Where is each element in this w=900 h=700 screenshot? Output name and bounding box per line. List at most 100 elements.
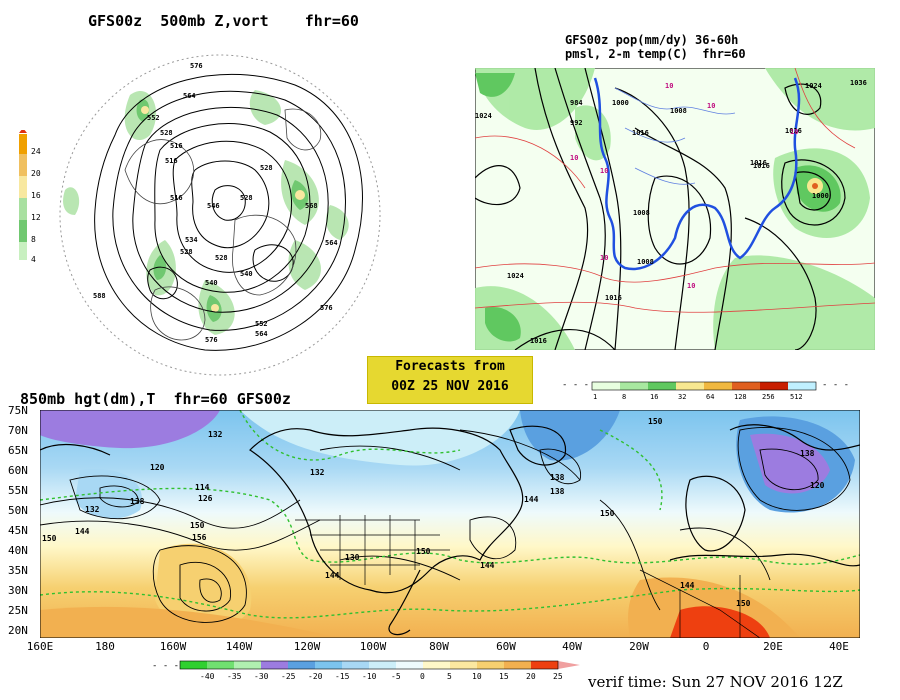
temp-swatch	[450, 661, 477, 669]
contour-label: 138	[550, 473, 565, 482]
contour-label: 576	[190, 62, 203, 70]
isobars	[475, 68, 846, 350]
isobar-label: 1016	[605, 294, 622, 302]
temp-colorbar-arrow	[558, 661, 580, 669]
vort-colorbar-swatch	[19, 220, 27, 242]
vort-colorbar-swatch	[19, 198, 27, 220]
isobar-label-group: 984 992 1024 1000 1008 1016 1024 1008 10…	[475, 79, 867, 345]
isobar-label: 1008	[633, 209, 650, 217]
freezing-line	[593, 77, 801, 271]
panel-pmsl-title-1: GFS00z pop(mm/dy) 36-60h	[565, 33, 739, 47]
contour-label: 528	[260, 164, 273, 172]
precip-tick: 64	[706, 393, 714, 401]
map-850mb: 132 120 132 138 114 126 132 150 156 144 …	[40, 410, 860, 638]
lat-label: 20N	[8, 624, 28, 637]
lat-label: 35N	[8, 564, 28, 577]
contour-label: 150	[190, 521, 205, 530]
lon-label: 40E	[829, 640, 849, 653]
temp-label: 10	[570, 154, 578, 162]
precip-tick: 32	[678, 393, 686, 401]
contour-label-group: 576 564 552 528 516 546 516 528 534 540 …	[93, 62, 338, 344]
vort-tick: 24	[31, 147, 41, 156]
contour-label: 576	[320, 304, 333, 312]
temp-label: 10	[600, 254, 608, 262]
temp-label: 10	[600, 167, 608, 175]
isobar-label: 992	[570, 119, 583, 127]
temp-tick: -10	[362, 672, 377, 681]
contour-label: 126	[198, 494, 213, 503]
precip-peak	[812, 183, 818, 189]
lon-label: 100W	[359, 640, 387, 653]
contour-label-group-850: 132 120 132 138 114 126 132 150 156 144 …	[42, 417, 825, 608]
contour-label: 132	[208, 430, 223, 439]
contour-label: 144	[680, 581, 695, 590]
lat-label: 55N	[8, 484, 28, 497]
isobar-label: 1016	[632, 129, 649, 137]
precip-colorbar-under-marker: - - -	[562, 380, 589, 390]
contour-label: 114	[195, 483, 210, 492]
contour-label: 564	[255, 330, 268, 338]
contour-label: 150	[42, 534, 57, 543]
contour-label: 516	[170, 194, 183, 202]
temp-tick: 25	[553, 672, 563, 681]
lat-label: 30N	[8, 584, 28, 597]
temp-tick: -40	[200, 672, 215, 681]
contour-label: 546	[207, 202, 220, 210]
temp-tick: 5	[447, 672, 452, 681]
temp-tick: -15	[335, 672, 350, 681]
temp-tick: -25	[281, 672, 296, 681]
temp-tick: 15	[499, 672, 509, 681]
lon-label: 20W	[629, 640, 649, 653]
polar-map-500mb: 576 564 552 528 516 546 516 528 534 540 …	[59, 54, 381, 376]
precip-colorbar: - - - - - - 1 8 16 32 64 128 256 512	[562, 380, 849, 401]
contour-label: 564	[325, 239, 338, 247]
height-contours-850	[40, 427, 851, 623]
lat-label: 45N	[8, 524, 28, 537]
lon-label: 140W	[225, 640, 253, 653]
precip-colorbar-over-marker: - - -	[822, 380, 849, 390]
temp-label: 10	[687, 282, 695, 290]
contour-label: 150	[600, 509, 615, 518]
verif-time: verif time: Sun 27 NOV 2016 12Z	[588, 673, 843, 691]
contour-label: 528	[240, 194, 253, 202]
temp-label: 10	[665, 82, 673, 90]
contour-label: 576	[205, 336, 218, 344]
vort-colorbar: 24 20 16 12 8 4	[19, 130, 41, 264]
isobar-label: 1016	[750, 159, 767, 167]
precip-tick: 16	[650, 393, 658, 401]
precip-colorbar-outline	[591, 381, 817, 391]
contour-label: 534	[185, 236, 198, 244]
precip-tick: 8	[622, 393, 626, 401]
contour-label: 144	[524, 495, 539, 504]
vort-tick: 4	[31, 255, 36, 264]
panel-500mb-title: GFS00z 500mb Z,vort fhr=60	[88, 12, 359, 30]
contour-label: 588	[93, 292, 106, 300]
lon-label: 60W	[496, 640, 516, 653]
contour-label: 516	[170, 142, 183, 150]
temp-swatch	[396, 661, 423, 669]
temp-swatch	[531, 661, 558, 669]
lat-label: 40N	[8, 544, 28, 557]
contour-label: 156	[192, 533, 207, 542]
forecast-init-line2: 00Z 25 NOV 2016	[391, 379, 509, 394]
precip-swatch	[704, 382, 732, 390]
contour-label: 568	[305, 202, 318, 210]
panel-pmsl-title-2: pmsl, 2-m temp(C) fhr=60	[565, 47, 746, 61]
isobar-label: 1008	[670, 107, 687, 115]
lon-label: 0	[702, 640, 710, 653]
height-contours	[94, 73, 363, 351]
contour-label: 138	[550, 487, 565, 496]
lat-label: 60N	[8, 464, 28, 477]
warm-shading	[40, 543, 800, 638]
temp-tick: -35	[227, 672, 242, 681]
vort-tick: 20	[31, 169, 41, 178]
lon-label: 180	[95, 640, 115, 653]
precip-swatch	[620, 382, 648, 390]
temp-swatch	[261, 661, 288, 669]
isobar-label: 1016	[785, 127, 802, 135]
precip-tick: 1	[593, 393, 597, 401]
temp-swatch	[180, 661, 207, 669]
temp-swatch	[423, 661, 450, 669]
lon-label: 20E	[763, 640, 783, 653]
isobar-label: 1008	[637, 258, 654, 266]
